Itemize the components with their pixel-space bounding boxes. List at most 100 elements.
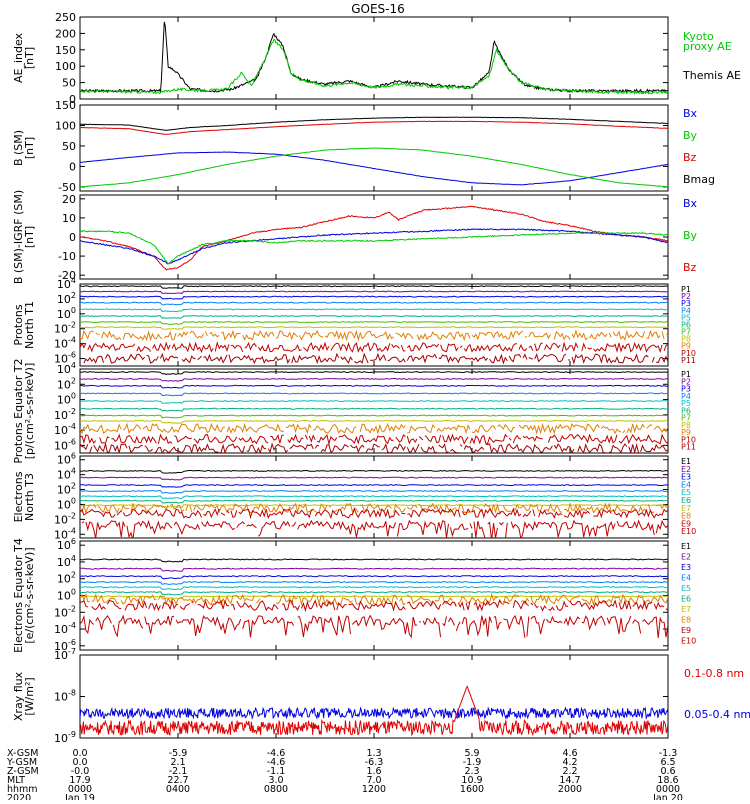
channel-line-9 <box>80 422 668 435</box>
series-line-2 <box>80 151 668 186</box>
y-tick-label: 102 <box>57 291 76 306</box>
legend-entry: E3 <box>681 563 691 572</box>
legend-entry: P7 <box>681 328 691 337</box>
x-row-value: -2.1 <box>169 766 188 777</box>
legend-entry: Bx <box>683 197 698 210</box>
legend-entry: P8 <box>681 335 691 344</box>
x-row-value: 4.6 <box>562 748 577 759</box>
x-row-label: 2020 <box>7 793 31 800</box>
x-row-label: Y-GSM <box>6 757 37 768</box>
plot-area <box>80 285 668 365</box>
y-tick-label: 0 <box>69 160 76 173</box>
plot-area <box>80 21 668 95</box>
y-tick-label: 102 <box>57 482 76 497</box>
y-tick-label: 50 <box>62 140 76 153</box>
channel-line-5 <box>80 308 668 313</box>
y-tick-label: 100 <box>57 392 76 407</box>
y-axis-label: B (SM)-IGRF (SM)[nT] <box>12 190 36 284</box>
x-row-value: 22.7 <box>167 775 188 786</box>
x-row-value: 18.6 <box>657 775 678 786</box>
series-line-1 <box>80 120 668 135</box>
x-row-value: Jan 20 <box>652 793 683 800</box>
channel-line-10 <box>81 519 668 538</box>
y-tick-label: 10-2 <box>54 321 76 336</box>
x-row-value: 10.9 <box>461 775 482 786</box>
y-tick-label: 104 <box>57 276 76 291</box>
channel-line-7 <box>80 321 668 325</box>
legend-entry: P5 <box>681 399 691 408</box>
series-line-0 <box>80 116 668 131</box>
legend-entry: P1 <box>681 370 691 379</box>
y-tick-label: 100 <box>55 60 76 73</box>
xray-series-0 <box>80 706 668 721</box>
legend-entry: E7 <box>681 504 691 513</box>
legend-entry: E5 <box>681 488 691 497</box>
legend-entry: P11 <box>681 356 696 365</box>
channel-line-10 <box>80 341 668 354</box>
y-tick-label: 102 <box>57 376 76 391</box>
legend-entry: P6 <box>681 406 691 415</box>
y-tick-label: -10 <box>58 250 76 263</box>
legend-entry: E9 <box>681 626 691 635</box>
channel-line-8 <box>80 593 668 607</box>
y-tick-label: 102 <box>57 571 76 586</box>
legend-entry: P9 <box>681 428 691 437</box>
channel-line-8 <box>80 501 668 515</box>
legend-entry: P2 <box>681 292 691 301</box>
y-tick-label: 10-6 <box>54 351 76 366</box>
channel-line-8 <box>80 326 668 330</box>
y-tick-label: -50 <box>58 181 76 194</box>
x-row-value: 0.6 <box>660 766 675 777</box>
series-line-1 <box>80 228 668 265</box>
legend-entry: E10 <box>681 527 696 536</box>
legend: Bx By Bz Bmag <box>683 107 715 186</box>
y-tick-label: 10-4 <box>54 526 76 541</box>
legend-entry: Bx <box>683 107 698 120</box>
channel-line-6 <box>80 591 668 596</box>
legend: 0.1-0.8 nm 0.05-0.4 nm <box>684 667 750 721</box>
x-row-value: 0.0 <box>72 757 87 768</box>
legend-entry: E4 <box>681 574 691 583</box>
legend-entry: P11 <box>681 443 696 452</box>
legend-entry: E2 <box>681 465 691 474</box>
channel-line-4 <box>80 490 668 494</box>
x-row-value: 0000 <box>656 784 680 795</box>
legend-entry: P4 <box>681 392 691 401</box>
y-axis-label: Xray flux[W/m²] <box>12 671 36 721</box>
y-tick-label: 104 <box>57 554 76 569</box>
channel-line-4 <box>80 392 668 397</box>
x-row-value: -4.6 <box>267 757 286 768</box>
legend-entry: P1 <box>681 285 691 294</box>
y-tick-label: 10-2 <box>54 407 76 422</box>
legend-entry: P6 <box>681 320 691 329</box>
channel-line-11 <box>80 442 668 453</box>
legend-entry: By <box>683 129 698 142</box>
series-line-0 <box>80 205 668 271</box>
x-row-value: 0800 <box>264 784 288 795</box>
y-tick-label: 150 <box>55 44 76 57</box>
y-tick-label: 10-7 <box>54 647 76 662</box>
legend-entry: By <box>683 229 698 242</box>
channel-line-6 <box>80 315 668 319</box>
y-tick-label: 10-8 <box>54 689 76 704</box>
y-tick-label: 106 <box>57 452 76 467</box>
legend-entry: P3 <box>681 385 691 394</box>
y-axis-label: ElectronsNorth T3 <box>12 471 36 522</box>
channel-line-5 <box>80 495 668 500</box>
y-tick-label: 10-6 <box>54 638 76 653</box>
channel-line-2 <box>80 377 668 382</box>
y-tick-label: 200 <box>55 27 76 40</box>
legend-entry: E7 <box>681 605 691 614</box>
xray-series-1 <box>80 685 668 737</box>
plot-area <box>80 469 668 538</box>
channel-line-6 <box>80 499 668 504</box>
channel-line-3 <box>80 295 668 300</box>
channel-line-11 <box>83 352 668 365</box>
channel-line-3 <box>80 484 668 488</box>
